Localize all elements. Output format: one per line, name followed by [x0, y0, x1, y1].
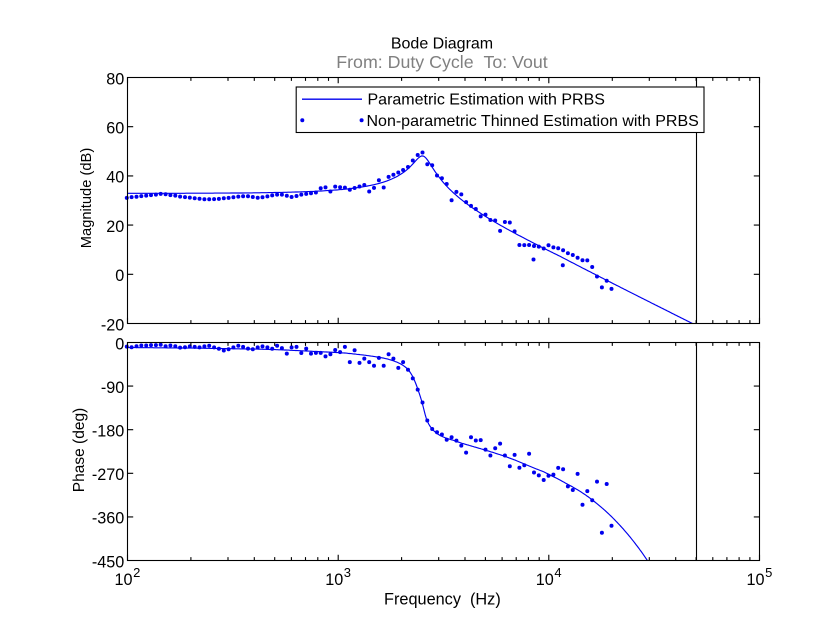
svg-text:80: 80 [106, 70, 124, 88]
svg-text:10: 10 [115, 571, 133, 589]
svg-text:0: 0 [115, 335, 124, 353]
svg-text:40: 40 [106, 169, 124, 187]
svg-text:60: 60 [106, 120, 124, 138]
svg-text:3: 3 [344, 565, 351, 580]
svg-text:-270: -270 [92, 466, 124, 484]
svg-text:From: Duty Cycle To: Vout: From: Duty Cycle To: Vout [336, 52, 548, 72]
svg-text:-360: -360 [92, 510, 124, 528]
svg-text:Phase (deg): Phase (deg) [71, 408, 88, 492]
svg-text:0: 0 [115, 267, 124, 285]
svg-text:20: 20 [106, 218, 124, 236]
svg-text:Parametric Estimation with PRB: Parametric Estimation with PRBS [368, 92, 605, 109]
svg-text:Magnitude (dB): Magnitude (dB) [79, 148, 95, 248]
svg-text:10: 10 [747, 571, 765, 589]
svg-text:4: 4 [554, 565, 561, 580]
svg-text:2: 2 [133, 565, 140, 580]
svg-text:-90: -90 [101, 379, 124, 397]
svg-text:Non-parametric Thinned Estimat: Non-parametric Thinned Estimation with P… [367, 113, 699, 130]
svg-text:10: 10 [325, 571, 343, 589]
svg-text:5: 5 [765, 565, 772, 580]
svg-text:-180: -180 [92, 423, 124, 441]
svg-text:10: 10 [536, 571, 554, 589]
svg-text:Frequency (Hz): Frequency (Hz) [384, 591, 501, 609]
svg-text:-450: -450 [92, 553, 124, 571]
svg-text:-20: -20 [101, 316, 124, 334]
svg-text:Bode Diagram: Bode Diagram [391, 35, 493, 52]
